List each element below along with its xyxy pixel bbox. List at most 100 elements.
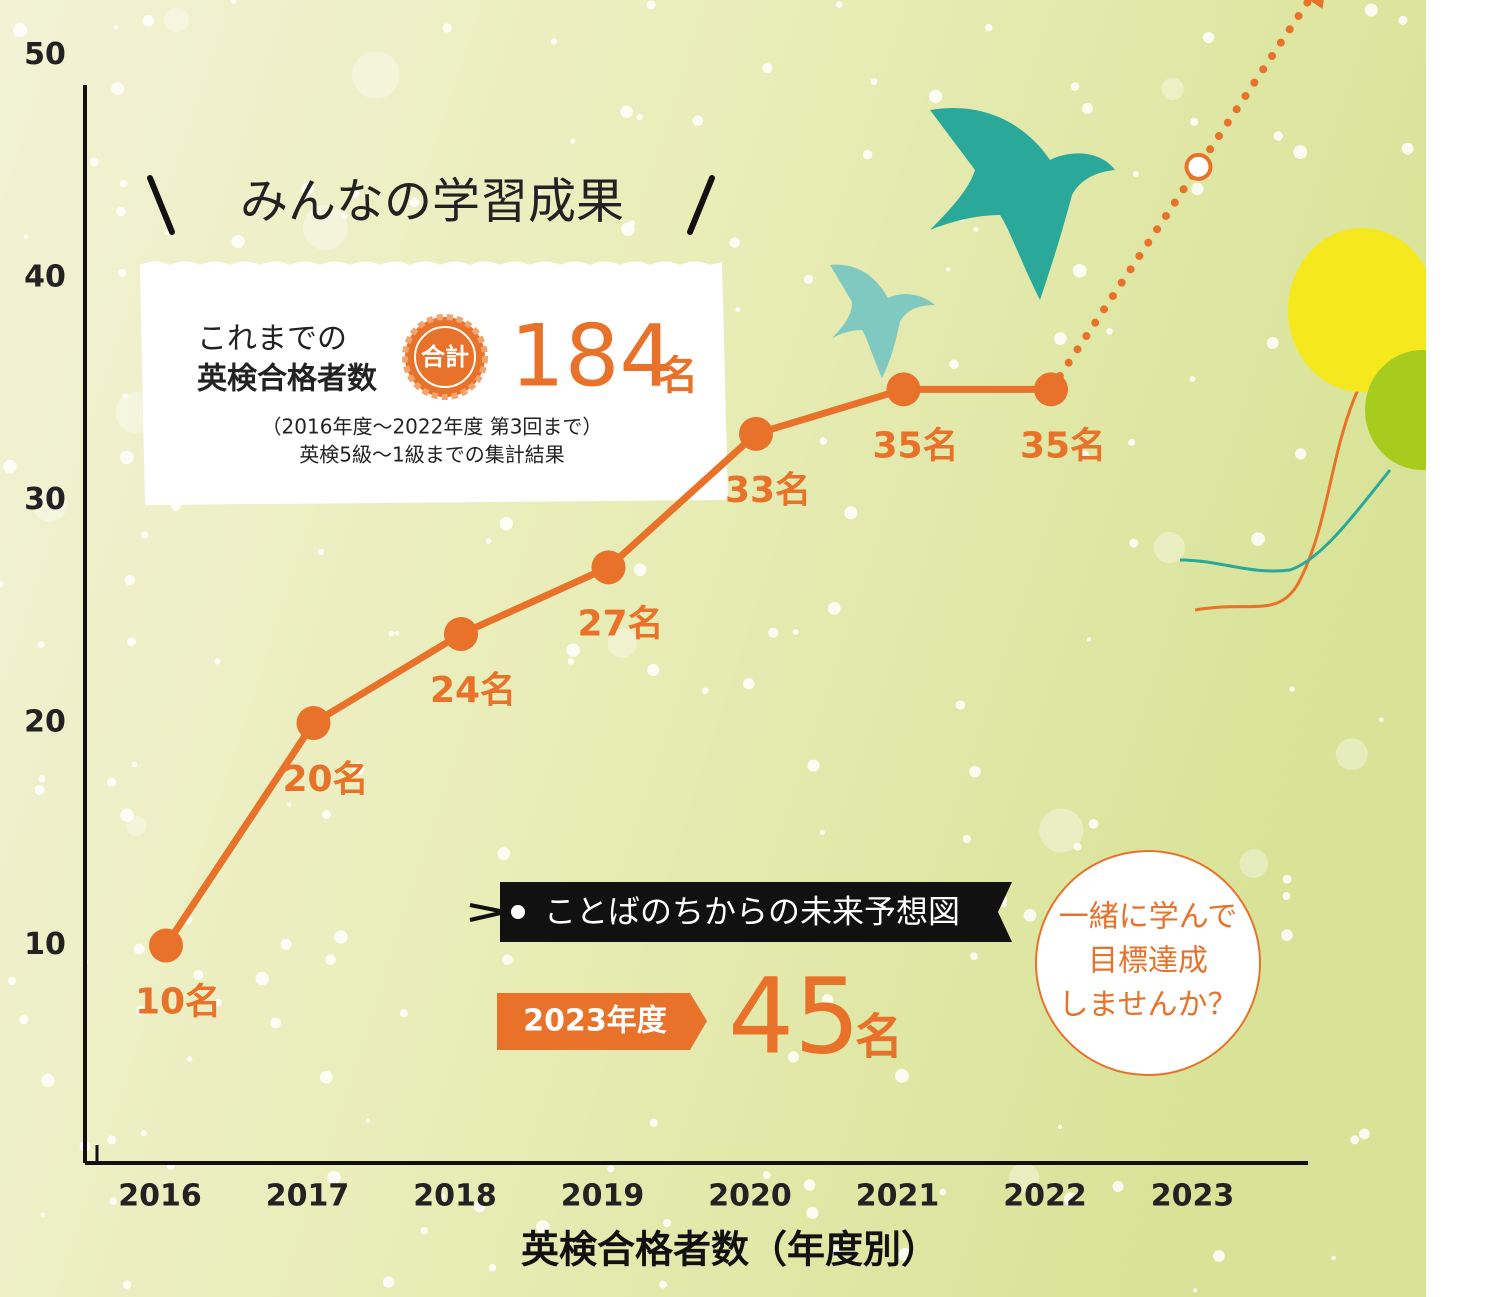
bokeh-dot [803, 1179, 816, 1191]
bokeh-dot [566, 643, 580, 657]
bokeh-dot [499, 516, 514, 531]
banner-dot [511, 905, 525, 919]
data-point [1034, 372, 1068, 407]
bokeh-dot [1266, 337, 1279, 349]
bokeh-dot [788, 1051, 800, 1063]
bokeh-dot [807, 759, 820, 772]
summary-note: （2016年度～2022年度 第3回まで） [262, 415, 603, 439]
bokeh-dot [365, 1118, 371, 1123]
bokeh-dot [607, 1165, 615, 1173]
bokeh-dot [394, 631, 400, 636]
data-label: 10名 [135, 982, 221, 1023]
data-point [444, 617, 478, 652]
bokeh-dot [1193, 1288, 1198, 1293]
bokeh-dot [1072, 263, 1087, 278]
bokeh-dot [663, 1218, 672, 1228]
data-point [149, 928, 183, 963]
bokeh-dot [970, 952, 978, 961]
background [0, 0, 1426, 1297]
chart-title: みんなの学習成果 [240, 174, 624, 230]
bokeh-dot [126, 815, 147, 837]
summary-line: これまでの [197, 322, 347, 357]
bokeh-dot [1350, 1135, 1360, 1145]
bokeh-dot [1063, 1192, 1078, 1206]
bokeh-dot [949, 359, 959, 369]
y-tick-label: 40 [24, 260, 66, 295]
bokeh-dot [945, 267, 951, 272]
x-tick-label: 2022 [1003, 1179, 1087, 1214]
bokeh-dot [1086, 637, 1092, 642]
bokeh-dot [894, 1068, 909, 1083]
bokeh-dot [409, 197, 420, 208]
bokeh-dot [620, 105, 633, 119]
x-axis-title: 英検合格者数（年度別） [521, 1228, 939, 1272]
bokeh-dot [1106, 328, 1113, 335]
bokeh-dot [649, 1118, 658, 1127]
bokeh-dot [1189, 376, 1196, 383]
bokeh-dot [122, 393, 128, 399]
bokeh-dot [1239, 849, 1269, 878]
bokeh-dot [659, 1280, 667, 1289]
bokeh-dot [13, 23, 28, 38]
y-tick-label: 10 [24, 927, 66, 962]
bokeh-dot [270, 1017, 281, 1029]
bokeh-dot [485, 538, 492, 544]
bokeh-dot [255, 971, 269, 986]
bokeh-dot [1009, 1163, 1040, 1194]
bokeh-dot [1132, 170, 1139, 178]
badge [402, 314, 488, 400]
bird [830, 264, 935, 378]
bokeh-dot [106, 777, 116, 787]
bokeh-dot [164, 229, 170, 236]
callout-text: しませんか？ [1058, 988, 1237, 1023]
y-tick-label: 20 [24, 705, 66, 740]
bokeh-dot [131, 761, 138, 768]
bokeh-dot [280, 938, 292, 950]
bokeh-dot [762, 1171, 771, 1180]
bokeh-dot [862, 149, 873, 160]
forecast-tag [497, 993, 707, 1050]
bokeh-dot [1282, 892, 1291, 900]
bokeh-dot [985, 24, 993, 32]
bokeh-dot [287, 802, 292, 807]
bokeh-dot [349, 188, 360, 198]
bokeh-dot [382, 1276, 395, 1288]
plot: 10 20 30 40 50 2016 2017 2018 2019 2020 2021 2022 20… [24, 0, 1324, 1214]
bokeh-dot [768, 627, 779, 638]
bokeh-dot [341, 212, 348, 219]
forecast-point [1184, 152, 1213, 181]
x-tick-label: 2017 [266, 1179, 350, 1214]
bokeh-dot [928, 89, 943, 104]
data-label: 20名 [282, 759, 368, 800]
bokeh-dot [124, 575, 136, 586]
balloon [1288, 228, 1436, 392]
title-mark [147, 175, 175, 235]
bokeh-dot [113, 25, 119, 30]
total-value: 184 [510, 306, 674, 406]
bokeh-dot [870, 78, 878, 86]
bokeh-dot [399, 1009, 408, 1018]
bokeh-dot [193, 969, 204, 981]
balloon-string [1194, 384, 1362, 612]
forecast-tag-text: 2023年度 [523, 1004, 667, 1039]
bokeh-dot [89, 157, 99, 167]
bokeh-dot [1070, 82, 1080, 91]
bokeh-dot [955, 700, 966, 710]
bokeh-dot [19, 1014, 29, 1025]
bokeh-dot [536, 1220, 550, 1234]
bokeh-dot [302, 204, 348, 251]
banner [500, 882, 1012, 942]
bokeh-dot [388, 630, 395, 637]
bokeh-dot [1112, 1180, 1124, 1192]
bokeh-dot [1282, 874, 1292, 884]
bokeh-dot [701, 687, 709, 695]
bokeh-dot [1293, 145, 1308, 159]
bokeh-dot [633, 563, 647, 576]
bokeh-dot [136, 1005, 146, 1016]
x-tick-label: 2023 [1151, 1179, 1235, 1214]
banner-icon [469, 903, 506, 922]
x-tick-label: 2018 [413, 1179, 497, 1214]
bokeh-dot [141, 531, 149, 539]
bokeh-dot [735, 307, 741, 312]
bokeh-dot [570, 139, 576, 144]
